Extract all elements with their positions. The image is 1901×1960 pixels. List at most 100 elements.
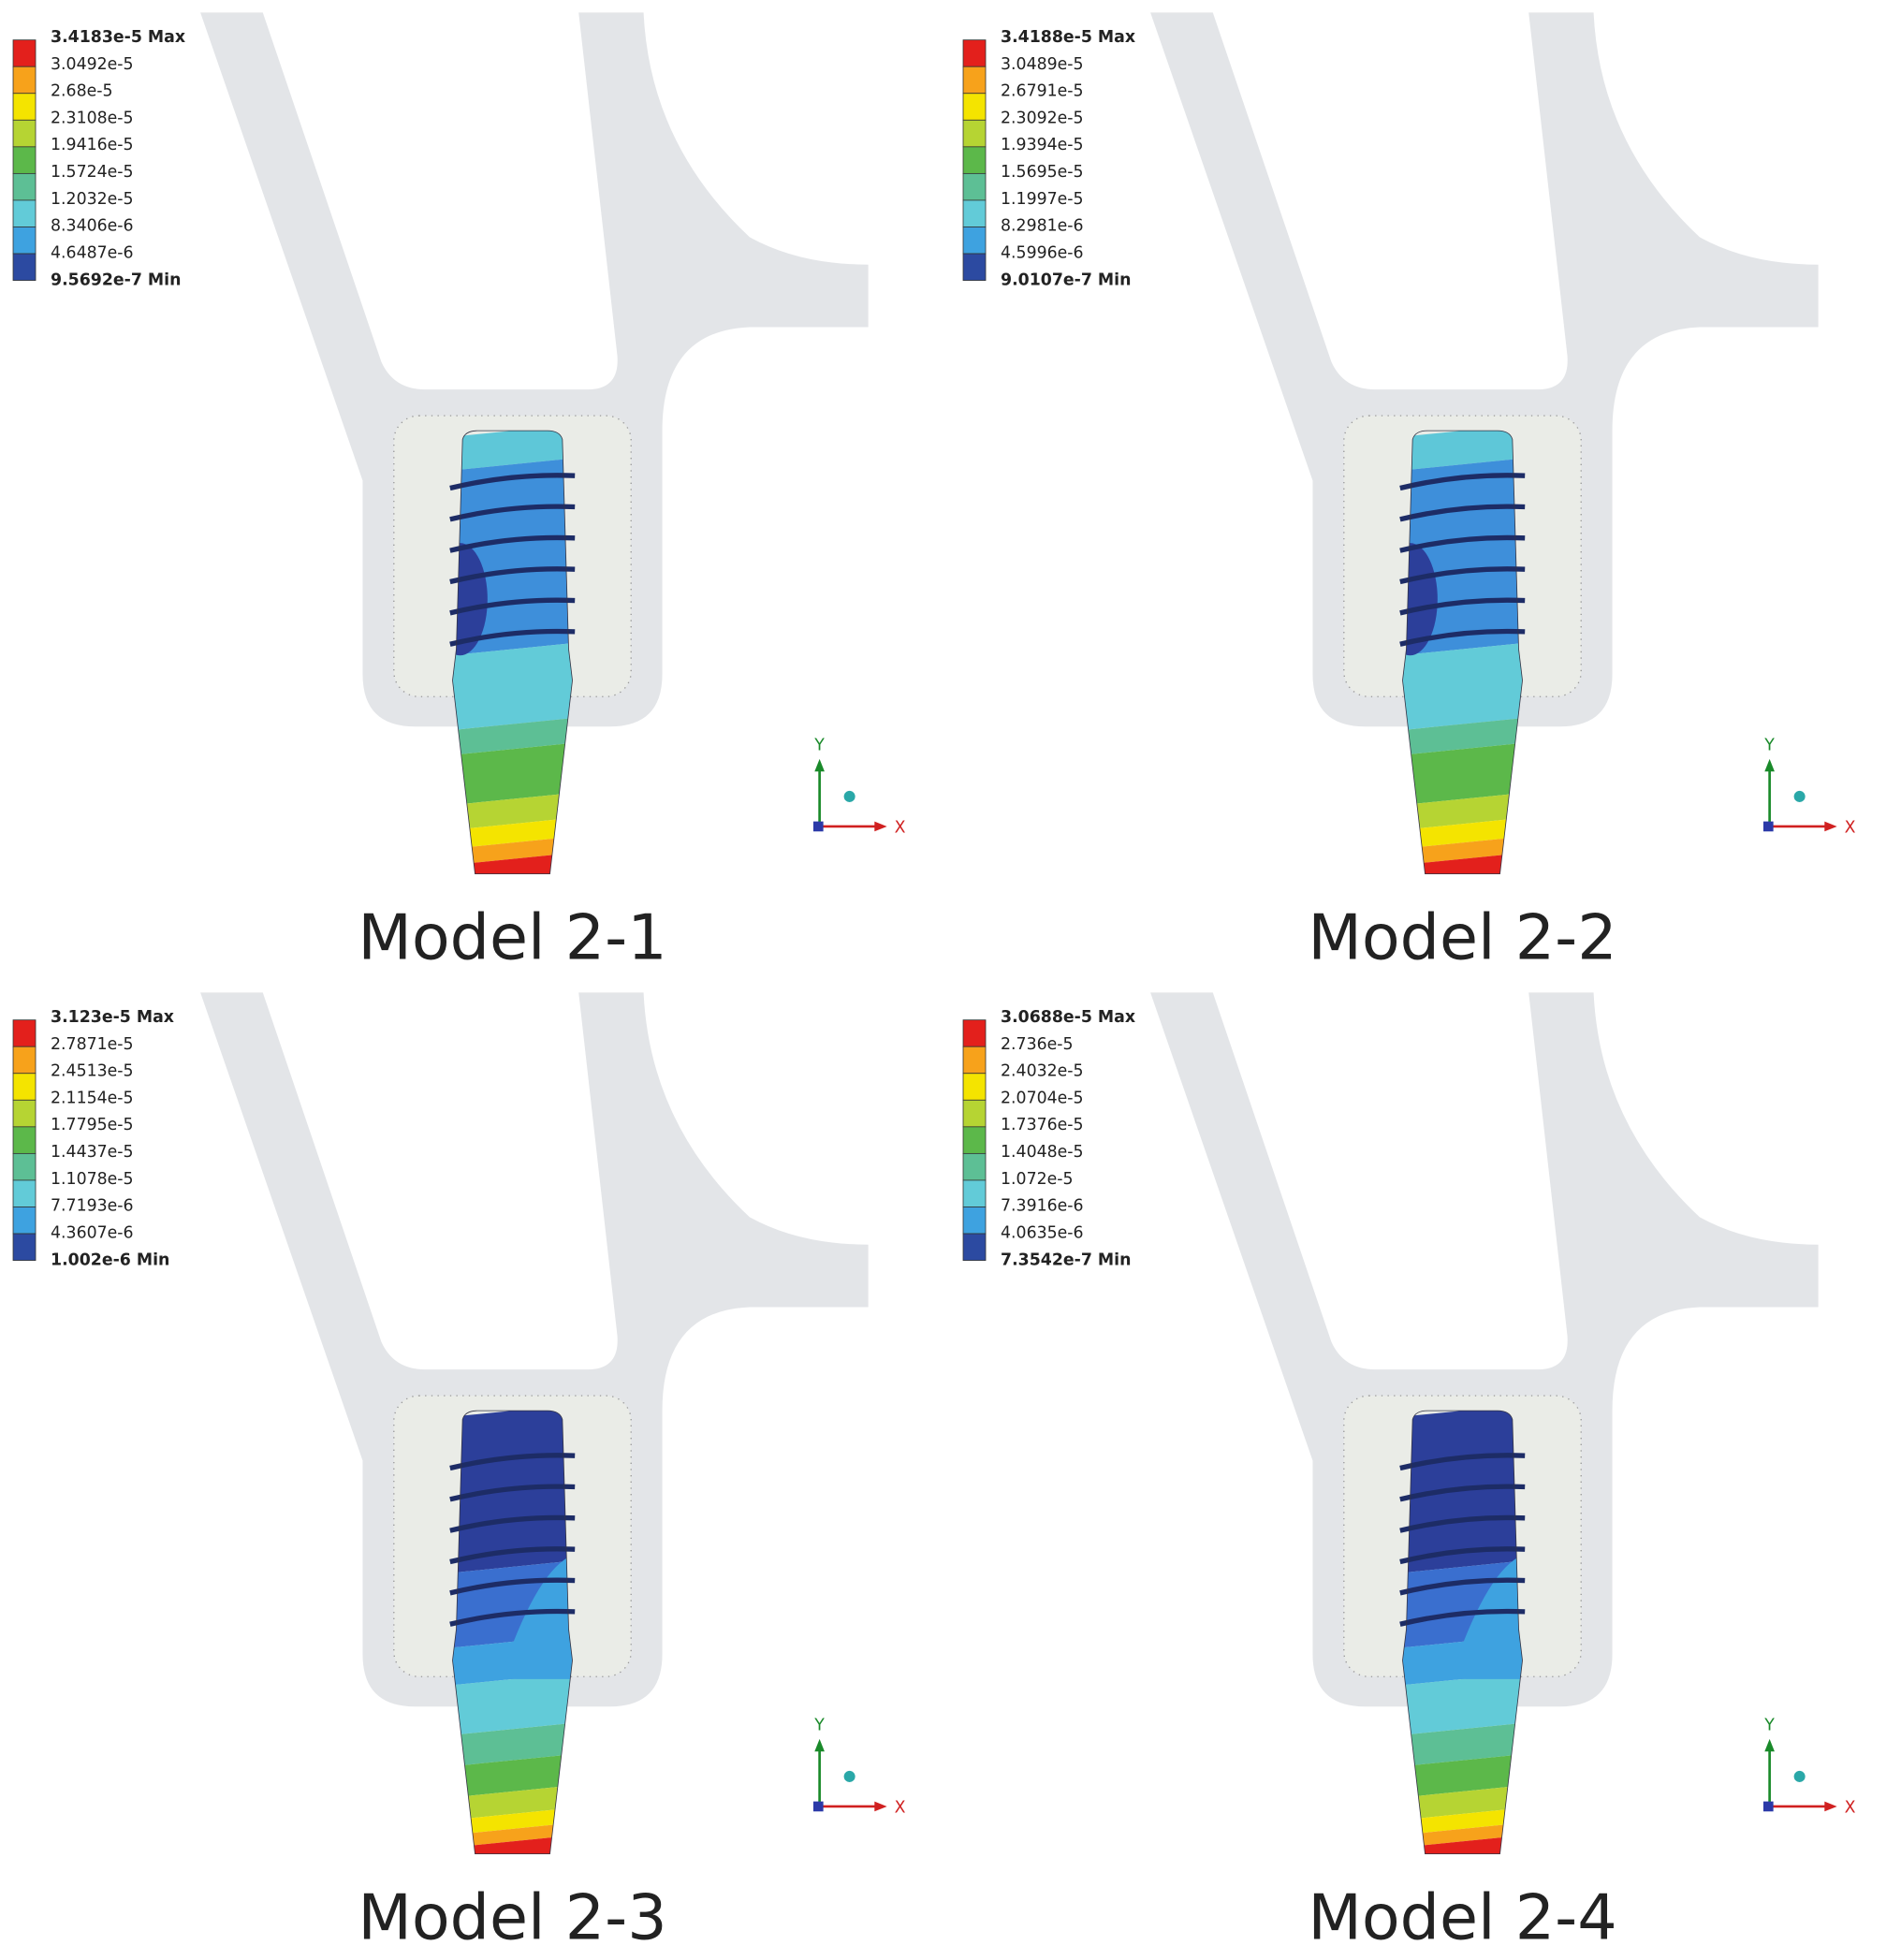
legend-label: 8.3406e-6 (51, 217, 134, 236)
legend-swatch (962, 1046, 987, 1075)
stress-band (452, 641, 573, 732)
legend-label: 2.6791e-5 (1001, 82, 1084, 101)
stress-band (1402, 835, 1523, 867)
axis-z (812, 1801, 824, 1812)
axis-y-label: Y (813, 736, 825, 754)
axis-y-label: Y (1763, 736, 1775, 754)
legend-swatch (962, 146, 987, 174)
stress-band (1402, 1834, 1523, 1854)
legend-label: 4.5996e-6 (1001, 243, 1084, 262)
legend-label: 2.0704e-5 (1001, 1089, 1084, 1107)
thread (449, 597, 576, 616)
legend-label: 1.1997e-5 (1001, 190, 1084, 209)
stress-band (452, 431, 573, 473)
thread (449, 504, 576, 522)
axis-z (1762, 1801, 1774, 1812)
legend-swatch (12, 1019, 37, 1047)
legend-label: 3.0688e-5 Max (1001, 1008, 1135, 1027)
legend-label: 2.7871e-5 (51, 1035, 134, 1054)
implant-outline (1402, 1410, 1523, 1855)
mid-stress-zone (500, 1554, 573, 1679)
stress-band (1402, 791, 1523, 832)
stress-band (452, 835, 573, 867)
legend-swatch (12, 146, 37, 174)
stress-band (1402, 1783, 1523, 1821)
thread (1399, 1608, 1526, 1627)
legend-swatch (12, 66, 37, 95)
thread (449, 1546, 576, 1565)
legend-label: 1.2032e-5 (51, 190, 134, 209)
bone (1150, 992, 1819, 1707)
bone (200, 992, 869, 1707)
stress-band (452, 1752, 573, 1799)
stress-band (1402, 1671, 1523, 1737)
legend-swatch (962, 1233, 987, 1261)
thread (1399, 1577, 1526, 1596)
legend-swatch (962, 1179, 987, 1207)
thread (449, 1514, 576, 1533)
implant-outline (1402, 430, 1523, 875)
thread (1399, 628, 1526, 647)
legend-swatch (12, 1073, 37, 1101)
axis-y-head (814, 1738, 825, 1752)
legend-swatch (962, 66, 987, 95)
axis-z (1762, 821, 1774, 832)
legend-swatch (962, 1019, 987, 1047)
axis-x-label: X (1845, 1798, 1856, 1817)
axis-x-head (874, 1801, 887, 1812)
thread (449, 1453, 576, 1471)
thread (449, 1608, 576, 1627)
thread (1399, 1546, 1526, 1565)
axis-x-head (1824, 1801, 1837, 1812)
mid-stress-zone (1450, 1554, 1523, 1679)
legend-label: 4.3607e-6 (51, 1223, 134, 1242)
axis-y-head (1764, 1738, 1775, 1752)
legend-swatch (962, 1099, 987, 1128)
thread (1399, 504, 1526, 522)
low-stress-zone (1402, 543, 1438, 656)
legend-label: 4.6487e-6 (51, 243, 134, 262)
thread (449, 1577, 576, 1596)
panel: 3.0688e-5 Max 2.736e-5 2.4032e-5 2.0704e-5 1… (962, 992, 1856, 1953)
stress-band (452, 791, 573, 832)
legend-label: 8.2981e-6 (1001, 217, 1084, 236)
stress-band (1402, 641, 1523, 732)
legend-label: 1.072e-5 (1001, 1170, 1074, 1189)
thread (449, 534, 576, 553)
stress-band (1402, 716, 1523, 757)
stress-band (452, 1834, 573, 1854)
legend-label: 9.5692e-7 Min (51, 271, 181, 289)
legend-swatch (12, 93, 37, 121)
legend-label: 1.4048e-5 (1001, 1143, 1084, 1162)
legend-label: 3.0489e-5 (1001, 55, 1084, 74)
legend-swatch (12, 119, 37, 148)
legend-swatch (962, 93, 987, 121)
stress-band (452, 1721, 573, 1768)
legend-label: 2.4513e-5 (51, 1062, 134, 1081)
axis-y-head (814, 758, 825, 772)
legend-label: 1.1078e-5 (51, 1170, 134, 1189)
axis-z (812, 821, 824, 832)
stress-band (452, 816, 573, 851)
stress-band (1402, 431, 1523, 473)
legend-swatch (962, 199, 987, 227)
stress-band (452, 741, 573, 807)
low-stress-zone (452, 543, 488, 656)
panel: 3.123e-5 Max 2.7871e-5 2.4513e-5 2.1154e-5 1… (12, 992, 906, 1953)
stress-band (452, 1821, 573, 1850)
stress-band (1402, 851, 1523, 874)
thread (1399, 597, 1526, 616)
legend-swatch (962, 1126, 987, 1154)
caption: Model 2-3 (358, 1880, 666, 1953)
thread (449, 566, 576, 585)
thread (1399, 534, 1526, 553)
legend-label: 2.736e-5 (1001, 1035, 1074, 1054)
legend-swatch (962, 1073, 987, 1101)
thread (1399, 1514, 1526, 1533)
panel: 3.4188e-5 Max 3.0489e-5 2.6791e-5 2.3092e-5… (962, 12, 1856, 973)
implant (1402, 1411, 1523, 1854)
legend-label: 1.4437e-5 (51, 1143, 134, 1162)
legend-label: 3.0492e-5 (51, 55, 134, 74)
axis-x-label: X (1845, 818, 1856, 837)
stress-band (452, 851, 573, 874)
